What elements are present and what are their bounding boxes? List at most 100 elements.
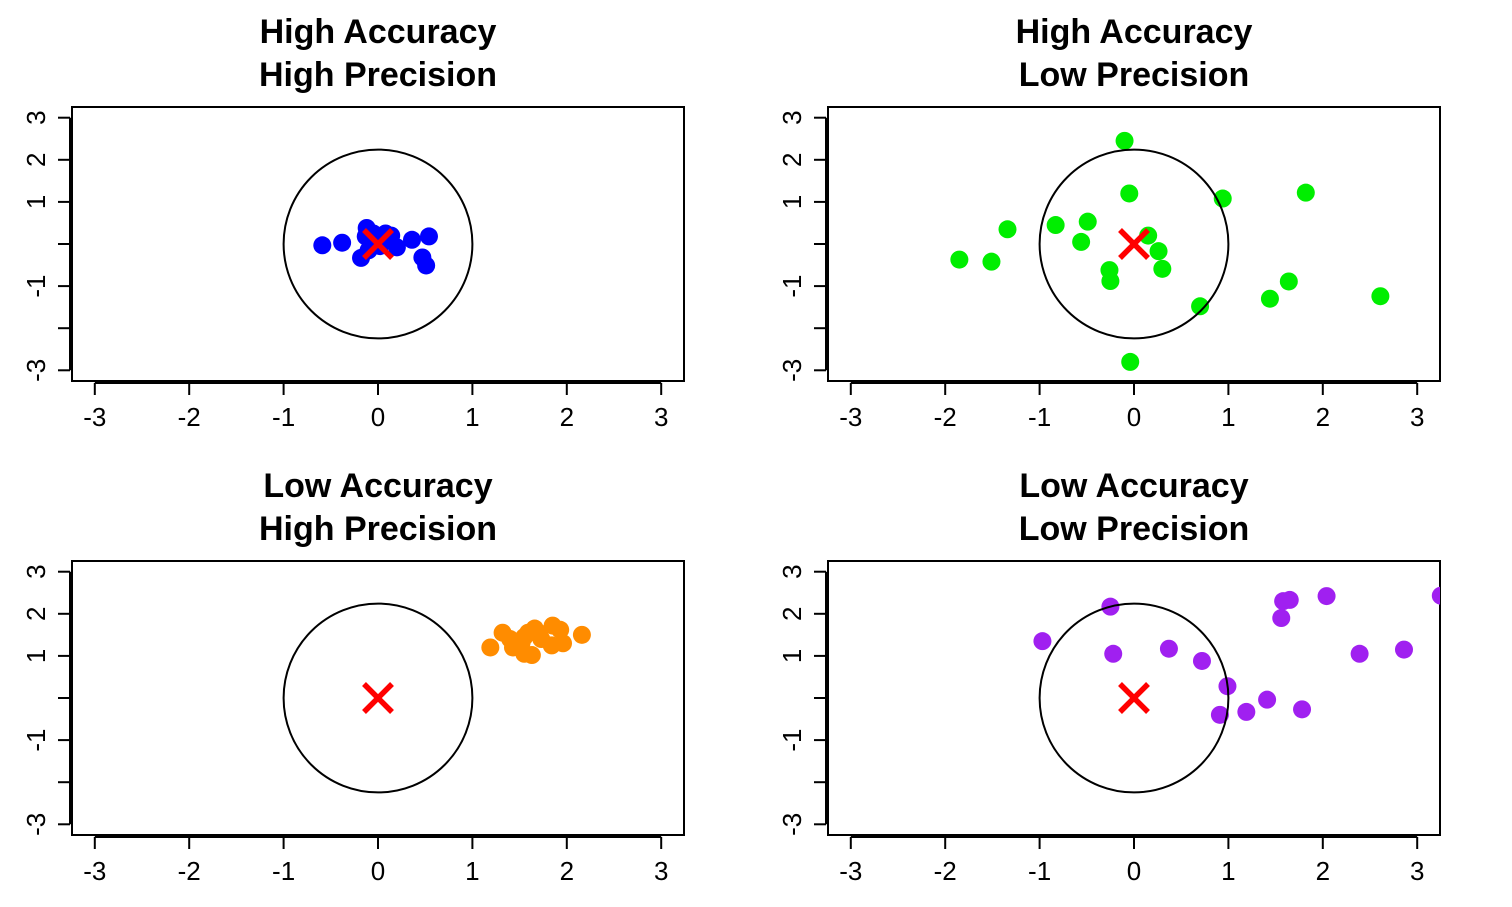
y-axis: -3 -1 1 2 3 xyxy=(21,110,71,382)
data-point xyxy=(1149,242,1168,261)
panel-low-accuracy-low-precision: Low Accuracy Low Precision -3 -2 -1 0 1 2 3-3-… xyxy=(777,467,1441,886)
x-tick-label: -2 xyxy=(934,856,957,886)
y-tick-label: -3 xyxy=(777,359,807,382)
plot-frame xyxy=(827,560,1441,836)
x-tick-label: 3 xyxy=(654,856,668,886)
data-point xyxy=(1072,232,1091,251)
y-tick-label: 3 xyxy=(21,110,51,124)
y-axis: -3 -1 1 2 3 xyxy=(21,564,71,836)
data-point xyxy=(515,627,534,646)
y-tick-label: 2 xyxy=(777,153,807,167)
points-layer xyxy=(1033,586,1440,724)
data-point xyxy=(1120,184,1139,203)
data-point xyxy=(1237,702,1256,721)
data-point xyxy=(419,227,438,246)
x-tick-label: -3 xyxy=(83,402,106,432)
y-tick-label: 1 xyxy=(777,195,807,209)
y-axis: -3 -1 1 2 3 xyxy=(777,110,827,382)
x-tick-label: 0 xyxy=(1127,402,1141,432)
target-x-marker xyxy=(1118,682,1150,714)
target-x-marker xyxy=(362,228,394,260)
x-tick-label: -1 xyxy=(1028,402,1051,432)
x-tick-label: 3 xyxy=(1410,856,1424,886)
x-tick-label: 1 xyxy=(465,856,479,886)
y-tick-label: 1 xyxy=(777,649,807,663)
data-point xyxy=(1104,644,1123,663)
data-point xyxy=(402,230,421,249)
panel-title-line1: High Accuracy xyxy=(260,13,497,51)
y-axis: -3 -1 1 2 3 xyxy=(777,564,827,836)
target-circle xyxy=(282,148,474,340)
y-tick-label: 1 xyxy=(21,649,51,663)
data-point xyxy=(554,634,573,653)
data-point xyxy=(1101,272,1120,291)
target-x-marker xyxy=(362,682,394,714)
data-point xyxy=(998,220,1017,239)
data-point xyxy=(1279,272,1298,291)
panel-title-line2: High Precision xyxy=(259,56,497,94)
data-point xyxy=(1258,690,1277,709)
y-tick-label: 3 xyxy=(21,564,51,578)
data-point xyxy=(950,250,969,269)
x-axis: -3 -2 -1 0 1 2 3 xyxy=(839,836,1424,886)
data-point xyxy=(1260,289,1279,308)
data-point xyxy=(1078,212,1097,231)
data-point xyxy=(529,623,548,642)
x-tick-label: -1 xyxy=(1028,856,1051,886)
panel-title-line2: High Precision xyxy=(259,510,497,548)
x-axis: -3 -2 -1 0 1 2 3 xyxy=(83,382,668,432)
panel-high-accuracy-low-precision: High Accuracy Low Precision -3 -2 -1 0 1 2 3-3… xyxy=(777,13,1441,432)
data-point xyxy=(551,620,570,639)
data-point xyxy=(1280,590,1299,609)
data-point xyxy=(1371,287,1390,306)
plot-frame xyxy=(71,106,685,382)
y-tick-label: -1 xyxy=(21,729,51,752)
x-axis: -3 -2 -1 0 1 2 3 xyxy=(83,836,668,886)
target-circle xyxy=(1038,148,1230,340)
x-tick-label: 0 xyxy=(371,402,385,432)
data-point xyxy=(1350,644,1369,663)
panel-title-line1: Low Accuracy xyxy=(263,467,492,505)
data-point xyxy=(1115,131,1134,150)
data-point xyxy=(1317,587,1336,606)
y-tick-label: 2 xyxy=(21,153,51,167)
data-point xyxy=(982,252,1001,271)
data-point xyxy=(1153,259,1172,278)
y-tick-label: -1 xyxy=(21,275,51,298)
points-layer xyxy=(950,131,1390,371)
y-tick-label: 2 xyxy=(777,607,807,621)
y-tick-label: -1 xyxy=(777,275,807,298)
data-point xyxy=(1159,639,1178,658)
points-layer xyxy=(481,616,591,665)
panel-low-accuracy-high-precision: Low Accuracy High Precision -3 -2 -1 0 1 2 3-3… xyxy=(21,467,685,886)
x-tick-label: -1 xyxy=(272,402,295,432)
data-point xyxy=(1192,651,1211,670)
panel-high-accuracy-high-precision: High Accuracy High Precision -3 -2 -1 0 1 2 3 -… xyxy=(21,13,685,432)
data-point xyxy=(313,236,332,255)
y-tick-label: 1 xyxy=(21,195,51,209)
data-point xyxy=(1272,609,1291,628)
target-circle xyxy=(1038,602,1230,794)
target-x-marker xyxy=(1118,228,1150,260)
x-tick-label: 1 xyxy=(465,402,479,432)
panel-title-line2: Low Precision xyxy=(1019,56,1250,94)
data-point xyxy=(333,233,352,252)
y-tick-label: 3 xyxy=(777,564,807,578)
x-tick-label: -2 xyxy=(178,402,201,432)
x-tick-label: -2 xyxy=(178,856,201,886)
data-point xyxy=(1033,632,1052,651)
y-tick-label: -3 xyxy=(21,813,51,836)
x-tick-label: -3 xyxy=(839,856,862,886)
data-point xyxy=(1394,640,1413,659)
x-tick-label: 1 xyxy=(1221,402,1235,432)
x-tick-label: 2 xyxy=(1316,856,1330,886)
x-tick-label: 2 xyxy=(1316,402,1330,432)
x-axis: -3 -2 -1 0 1 2 3 xyxy=(839,382,1424,432)
data-point xyxy=(387,238,406,257)
data-point xyxy=(522,646,541,665)
x-tick-label: 3 xyxy=(1410,402,1424,432)
x-tick-label: 2 xyxy=(560,402,574,432)
data-point xyxy=(1210,705,1229,724)
data-point xyxy=(1293,700,1312,719)
